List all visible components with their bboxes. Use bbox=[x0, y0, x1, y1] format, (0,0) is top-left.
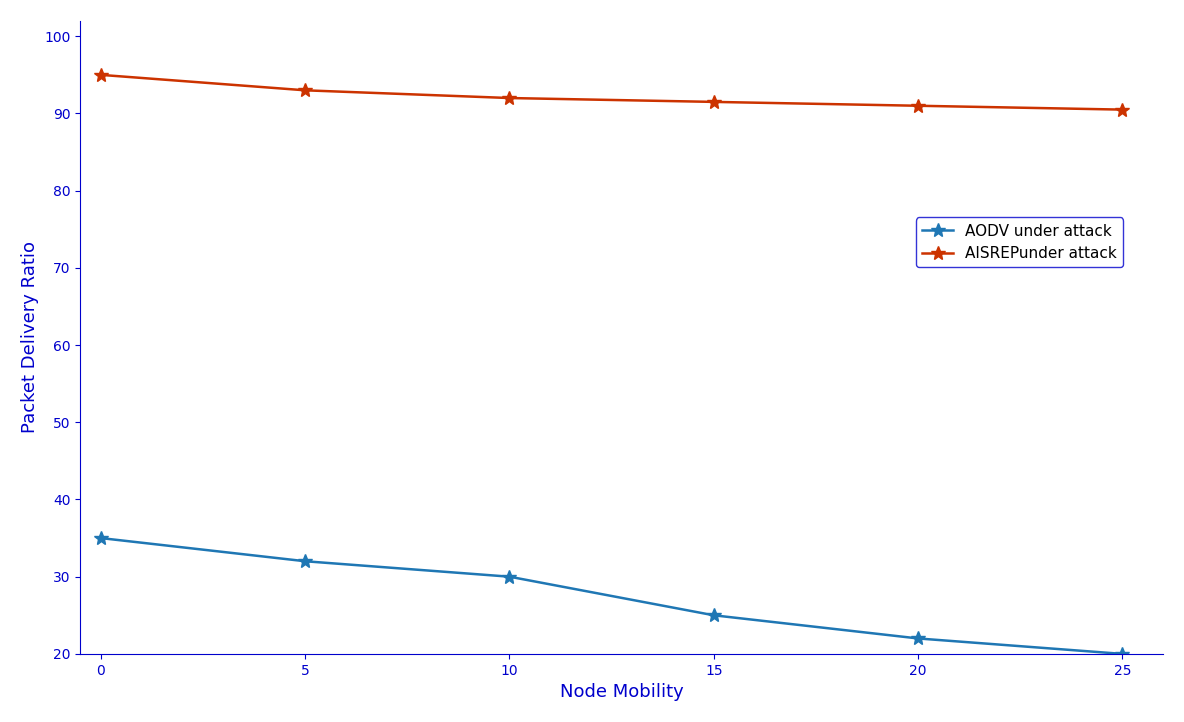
AODV under attack bbox=[707, 611, 721, 619]
AISREPunder attack bbox=[707, 97, 721, 106]
AISREPunder attack bbox=[502, 94, 516, 103]
AISREPunder attack bbox=[94, 71, 108, 79]
Line: AODV under attack: AODV under attack bbox=[94, 531, 1130, 661]
AODV under attack bbox=[910, 634, 925, 643]
AISREPunder attack bbox=[910, 101, 925, 110]
X-axis label: Node Mobility: Node Mobility bbox=[560, 683, 683, 701]
AISREPunder attack bbox=[298, 86, 313, 95]
AODV under attack bbox=[94, 534, 108, 542]
AISREPunder attack bbox=[1115, 105, 1130, 114]
AODV under attack bbox=[1115, 650, 1130, 658]
AODV under attack bbox=[298, 557, 313, 565]
Line: AISREPunder attack: AISREPunder attack bbox=[94, 68, 1130, 116]
Y-axis label: Packet Delivery Ratio: Packet Delivery Ratio bbox=[21, 241, 39, 433]
AODV under attack bbox=[502, 573, 516, 581]
Legend: AODV under attack, AISREPunder attack: AODV under attack, AISREPunder attack bbox=[916, 217, 1124, 267]
